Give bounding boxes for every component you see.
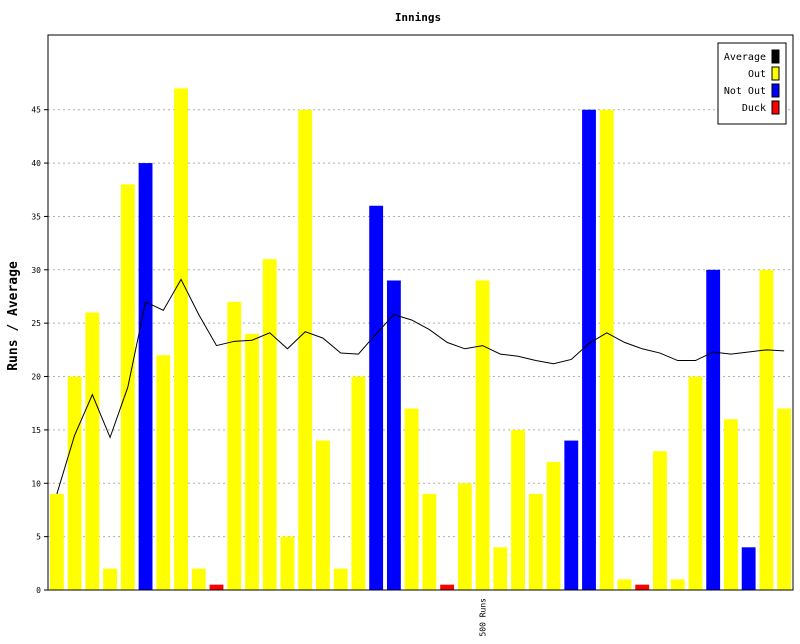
bar-out xyxy=(316,440,330,590)
legend-swatch xyxy=(771,49,780,64)
bar-out xyxy=(351,376,366,590)
bar-not-out xyxy=(386,280,401,590)
bar-out xyxy=(511,429,525,590)
bar-out xyxy=(759,269,774,590)
y-tick-label: 25 xyxy=(31,319,41,328)
bar-out xyxy=(422,493,437,590)
y-axis-label: Runs / Average xyxy=(6,261,21,371)
bar-out xyxy=(617,579,632,590)
average-line-layer xyxy=(56,278,785,495)
bar-not-out xyxy=(741,547,756,590)
bar-out xyxy=(156,355,171,590)
bar-out xyxy=(777,408,792,590)
y-tick-label: 15 xyxy=(31,426,41,435)
y-tick-label: 40 xyxy=(31,159,41,168)
y-tick-label: 35 xyxy=(31,212,41,221)
bar-out xyxy=(457,483,472,590)
bar-out xyxy=(333,568,348,590)
y-tick-label: 0 xyxy=(36,586,41,595)
legend-label: Average xyxy=(724,52,766,63)
bar-not-out xyxy=(369,205,384,590)
bar-out xyxy=(262,259,277,590)
chart-title: Innings xyxy=(395,11,441,24)
bar-out xyxy=(280,536,295,590)
bar-out xyxy=(191,568,206,590)
gridlines xyxy=(48,109,793,538)
legend-label: Not Out xyxy=(724,86,766,97)
bar-out xyxy=(67,376,82,590)
y-tick-label: 20 xyxy=(31,373,41,382)
bars xyxy=(49,88,792,591)
bar-out xyxy=(724,419,738,590)
bar-out xyxy=(85,312,100,590)
legend-swatch xyxy=(771,100,780,115)
bar-out xyxy=(670,579,685,590)
y-tick-label: 5 xyxy=(36,533,41,542)
bar-out xyxy=(298,109,313,591)
legend: Average Out Not Out Duck xyxy=(717,42,787,125)
legend-label: Duck xyxy=(742,103,766,114)
bar-out xyxy=(599,109,614,591)
bar-not-out xyxy=(582,109,596,591)
bar-out xyxy=(103,568,118,590)
milestone-label: 500 Runs xyxy=(479,598,488,637)
legend-swatch xyxy=(771,83,780,98)
average-line xyxy=(56,278,785,495)
bar-out xyxy=(174,88,188,591)
plot-frame xyxy=(47,34,794,591)
bar-duck xyxy=(635,584,650,590)
legend-label: Out xyxy=(748,69,766,80)
bar-out xyxy=(653,451,667,590)
bar-out xyxy=(404,408,419,590)
bar-out xyxy=(49,493,64,590)
bar-out xyxy=(546,461,561,590)
y-tick-label: 30 xyxy=(31,266,41,275)
legend-swatch xyxy=(771,66,780,81)
y-tick-label: 10 xyxy=(31,479,41,488)
bar-duck xyxy=(209,584,224,590)
bar-out xyxy=(245,333,259,590)
bar-not-out xyxy=(564,440,579,590)
bar-not-out xyxy=(138,163,153,590)
bar-out xyxy=(227,301,242,590)
bar-out xyxy=(475,280,490,590)
bar-out xyxy=(493,547,508,590)
bar-not-out xyxy=(706,269,721,590)
bar-out xyxy=(528,493,543,590)
y-tick-label: 45 xyxy=(31,106,41,115)
bar-duck xyxy=(440,584,455,590)
axes: 0 5 10 15 20 25 30 35 40 45 500 Runs xyxy=(31,34,794,637)
bar-out xyxy=(688,376,703,590)
